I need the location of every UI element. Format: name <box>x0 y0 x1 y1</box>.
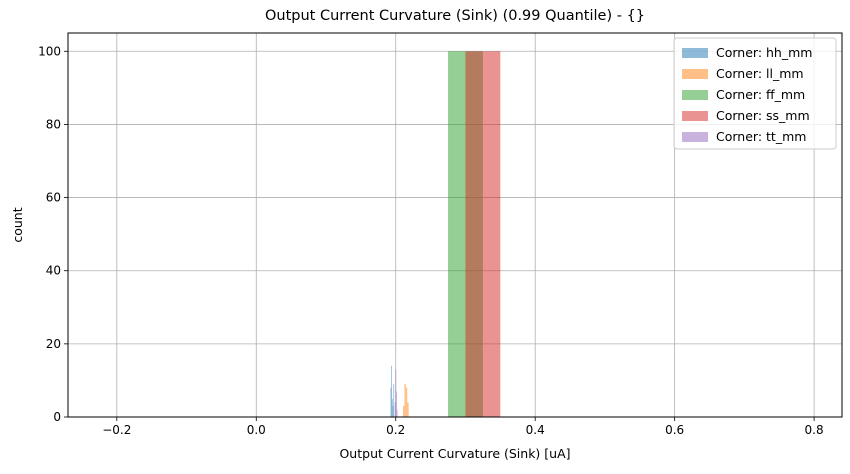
histogram-bar-corner-tt-mm <box>395 369 397 417</box>
histogram-bar-corner-hh-mm <box>391 365 392 417</box>
histogram-bar-corner-hh-mm <box>392 406 394 417</box>
histogram-bar-corner-ll-mm <box>405 387 408 417</box>
histogram-bar-corner-ss-mm <box>465 51 501 418</box>
histogram-bar-corner-ll-mm <box>407 402 409 417</box>
y-tick-label: 60 <box>46 191 61 205</box>
histogram-bar-corner-hh-mm <box>390 387 392 417</box>
x-tick-label: 0.0 <box>247 423 266 437</box>
legend-swatch <box>682 111 708 121</box>
y-tick-label: 40 <box>46 264 61 278</box>
histogram-bars <box>390 51 501 418</box>
histogram-bar-corner-ll-mm <box>403 406 405 417</box>
x-tick-label: 0.6 <box>665 423 684 437</box>
x-tick-label: 0.4 <box>526 423 545 437</box>
histogram-bar-corner-hh-mm <box>391 398 393 417</box>
legend-swatch <box>682 48 708 58</box>
y-tick-label: 20 <box>46 337 61 351</box>
legend-label: Corner: ff_mm <box>716 87 805 102</box>
x-axis: −0.2 0.0 0.2 0.4 0.6 0.8 <box>102 417 824 437</box>
y-axis: 0 20 40 60 80 100 <box>38 44 68 424</box>
x-axis-label: Output Current Curvature (Sink) [uA] <box>339 446 570 461</box>
legend-label: Corner: ll_mm <box>716 66 804 81</box>
chart-title: Output Current Curvature (Sink) (0.99 Qu… <box>265 8 645 24</box>
y-axis-label: count <box>10 207 25 242</box>
legend: Corner: hh_mm Corner: ll_mm Corner: ff_mm C… <box>673 37 837 150</box>
histogram-bar-corner-ll-mm <box>404 384 406 417</box>
histogram-bar-corner-tt-mm <box>396 409 398 417</box>
y-tick-label: 80 <box>46 117 61 131</box>
x-tick-label: 0.2 <box>386 423 405 437</box>
y-tick-label: 0 <box>53 410 61 424</box>
legend-label: Corner: tt_mm <box>716 129 806 144</box>
histogram-bar-corner-tt-mm <box>396 391 397 417</box>
legend-label: Corner: ss_mm <box>716 108 810 123</box>
legend-label: Corner: hh_mm <box>716 45 812 60</box>
legend-swatch <box>682 69 708 79</box>
x-tick-label: 0.8 <box>805 423 824 437</box>
x-tick-label: −0.2 <box>102 423 131 437</box>
y-tick-label: 100 <box>38 44 61 58</box>
legend-box <box>673 37 837 150</box>
legend-swatch <box>682 132 708 142</box>
histogram-bar-corner-tt-mm <box>394 402 396 417</box>
histogram-bar-corner-hh-mm <box>393 384 395 417</box>
legend-swatch <box>682 90 708 100</box>
plot-frame <box>67 32 843 418</box>
